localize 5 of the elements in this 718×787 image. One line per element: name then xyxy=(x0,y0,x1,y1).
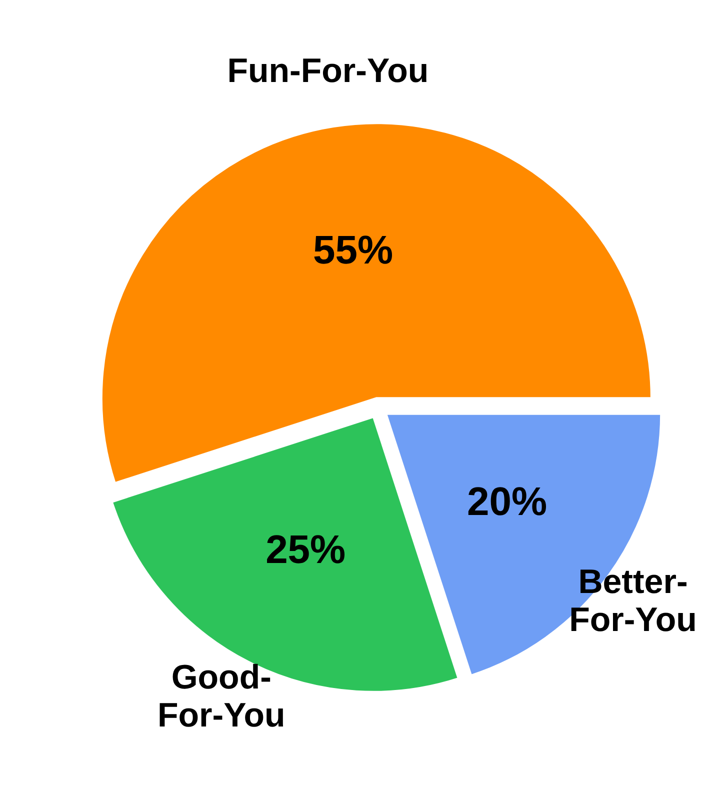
data-label: 25% xyxy=(266,528,346,572)
slice-label: Good-For-You xyxy=(157,658,286,735)
data-label: 20% xyxy=(467,480,548,524)
data-label: 55% xyxy=(313,228,394,272)
slice-label: Fun-For-You xyxy=(227,52,429,90)
